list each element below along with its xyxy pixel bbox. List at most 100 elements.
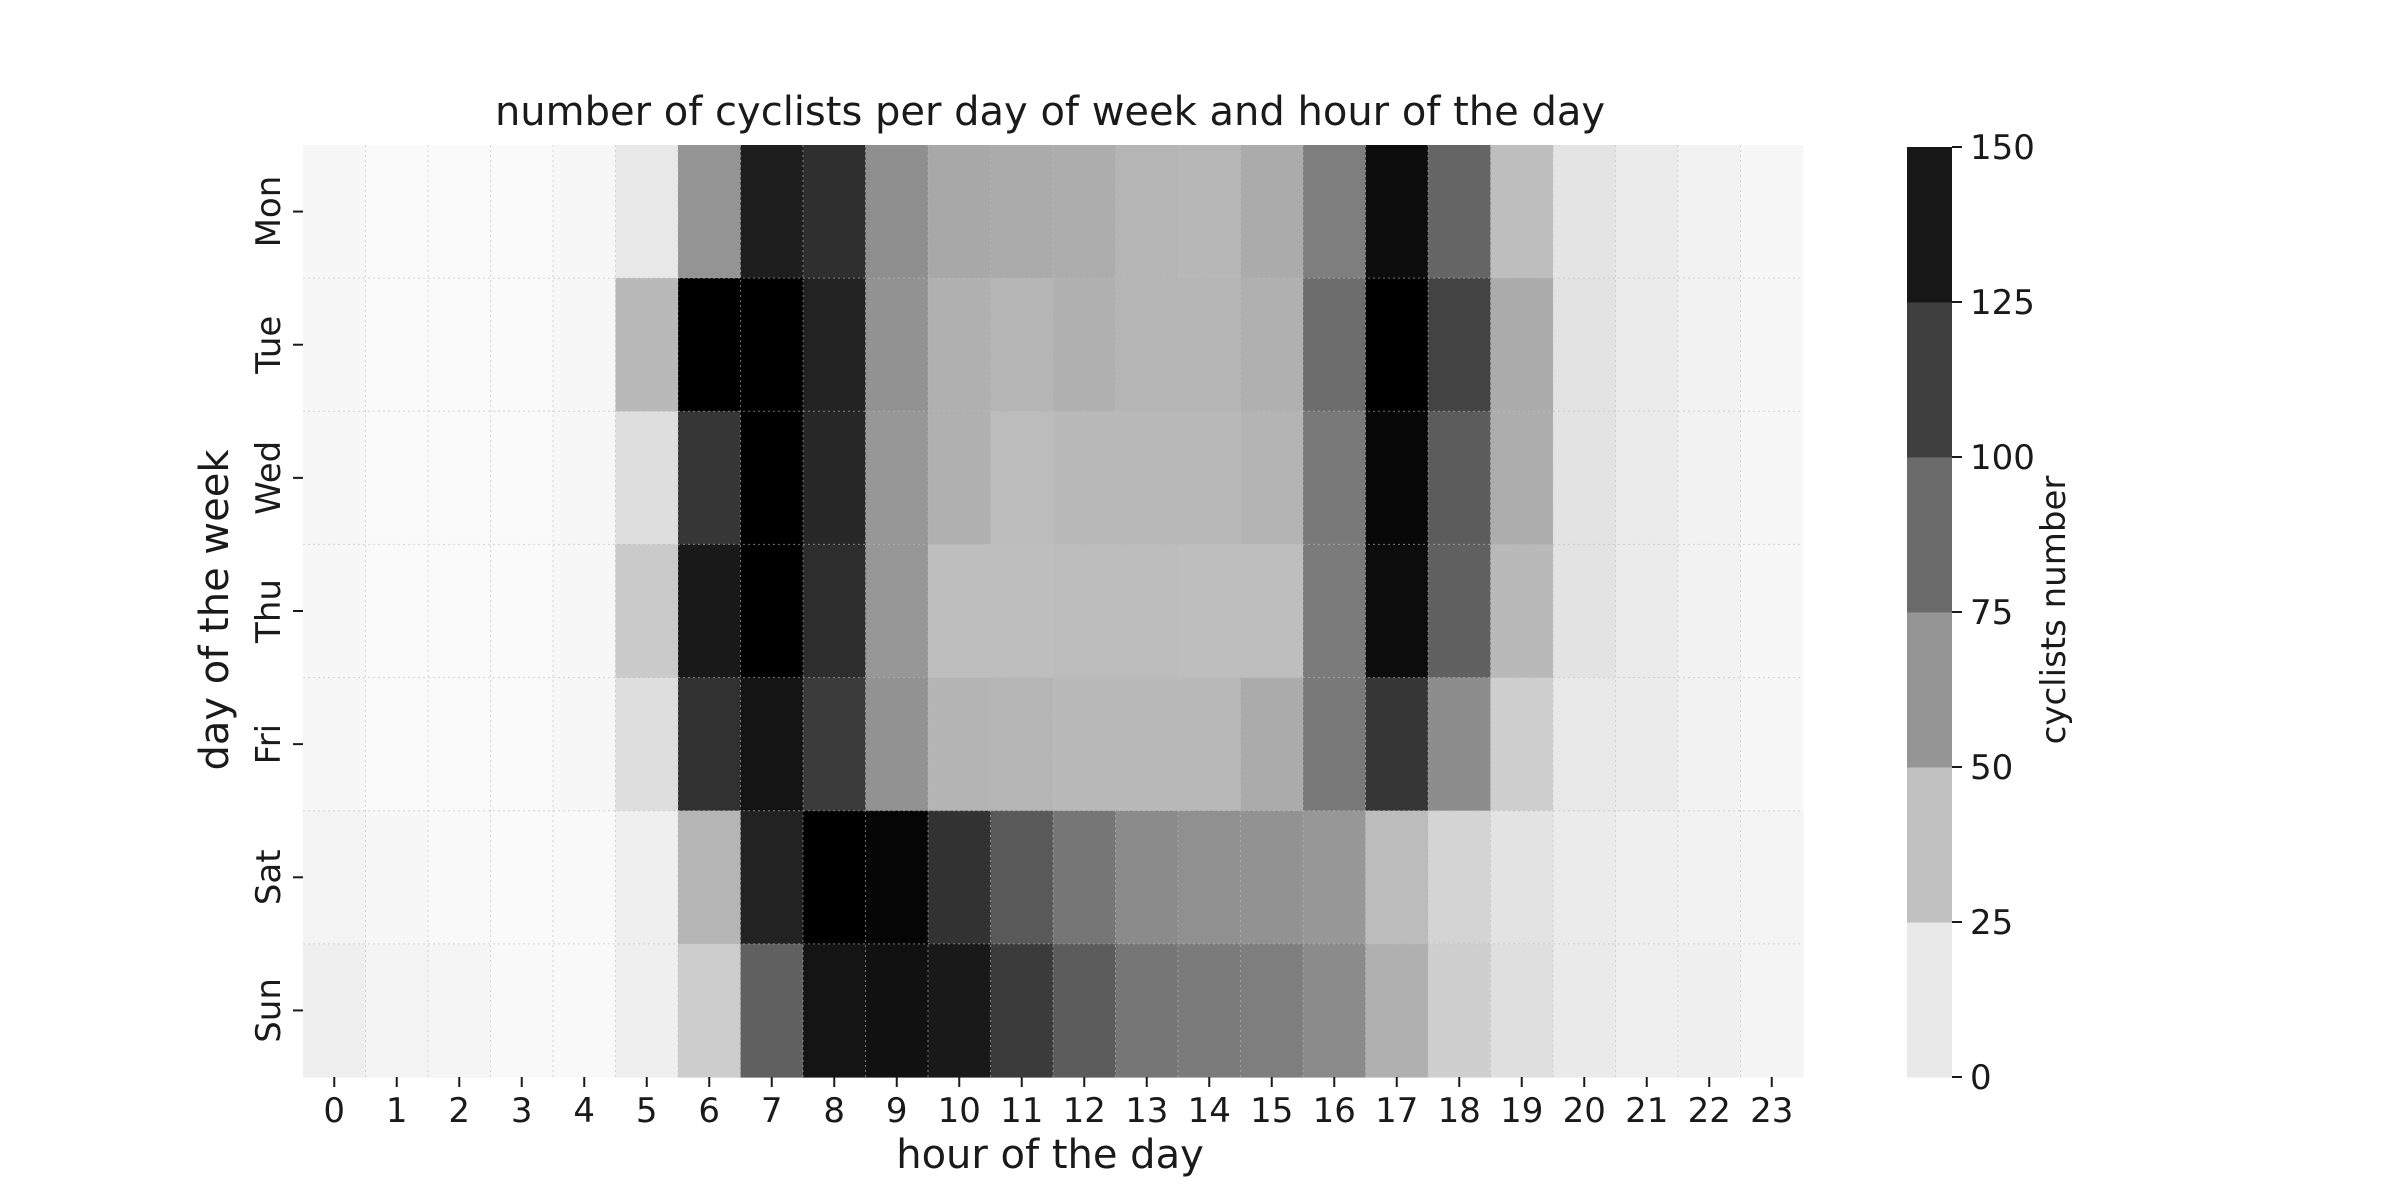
y-axis-label: day of the week xyxy=(192,449,238,771)
heatmap-cell xyxy=(1303,145,1367,279)
heatmap-cell xyxy=(365,677,429,812)
heatmap-cell xyxy=(1678,278,1742,412)
colorbar-segment xyxy=(1907,147,1952,303)
heatmap-cell xyxy=(365,810,429,945)
heatmap-cell xyxy=(1553,677,1617,812)
heatmap-cell xyxy=(990,145,1054,279)
heatmap-cell xyxy=(1365,145,1429,279)
y-tick-label: Sat xyxy=(249,849,289,905)
heatmap-cell xyxy=(740,810,804,945)
colorbar-tick-label: 75 xyxy=(1970,593,2013,633)
heatmap-cell xyxy=(678,411,742,546)
heatmap-cell xyxy=(1115,677,1179,812)
colorbar-tick-label: 100 xyxy=(1970,438,2035,478)
heatmap-cell xyxy=(1053,810,1117,945)
y-tick-label: Thu xyxy=(249,579,289,644)
chart-title: number of cyclists per day of week and h… xyxy=(495,89,1605,135)
heatmap-cell xyxy=(1115,544,1179,679)
heatmap-cell xyxy=(928,411,992,546)
heatmap-cell xyxy=(740,411,804,546)
heatmap-cell xyxy=(365,411,429,546)
heatmap-cell xyxy=(1365,677,1429,812)
heatmap-cell xyxy=(553,943,617,1078)
heatmap-cell xyxy=(1115,278,1179,412)
y-tick-label: Sun xyxy=(249,978,289,1043)
x-tick-label: 4 xyxy=(573,1091,595,1131)
heatmap-cell xyxy=(1240,810,1304,945)
heatmap-cell xyxy=(1490,677,1554,812)
heatmap-cell xyxy=(678,810,742,945)
heatmap-cell xyxy=(1240,677,1304,812)
heatmap-cell xyxy=(803,544,867,679)
heatmap-cell xyxy=(365,943,429,1078)
heatmap-cell xyxy=(1615,544,1679,679)
heatmap-cell xyxy=(1740,278,1804,412)
heatmap-cell xyxy=(1303,677,1367,812)
x-tick-label: 15 xyxy=(1250,1091,1293,1131)
heatmap-cell xyxy=(803,278,867,412)
heatmap-cell xyxy=(490,411,554,546)
heatmap-cell xyxy=(803,810,867,945)
x-tick-label: 0 xyxy=(323,1091,345,1131)
heatmap-cell xyxy=(1740,810,1804,945)
heatmap-cell xyxy=(1740,544,1804,679)
heatmap-cell xyxy=(303,278,367,412)
heatmap-cell xyxy=(1740,145,1804,279)
x-tick-label: 21 xyxy=(1625,1091,1668,1131)
heatmap-cell xyxy=(553,278,617,412)
heatmap-cell xyxy=(1428,943,1492,1078)
heatmap-cell xyxy=(990,943,1054,1078)
heatmap-cell xyxy=(1428,544,1492,679)
heatmap-gridlines xyxy=(303,145,1803,1077)
heatmap-cell xyxy=(1740,943,1804,1078)
heatmap-cell xyxy=(1178,278,1242,412)
heatmap-cell xyxy=(553,810,617,945)
heatmap-cell xyxy=(490,943,554,1078)
heatmap-cell xyxy=(1428,145,1492,279)
x-tick-label: 11 xyxy=(1000,1091,1043,1131)
heatmap-cell xyxy=(1178,411,1242,546)
heatmap-cell xyxy=(865,943,929,1078)
heatmap-cell xyxy=(1490,943,1554,1078)
heatmap-cell xyxy=(740,544,804,679)
x-tick-label: 3 xyxy=(511,1091,533,1131)
heatmap-cell xyxy=(1303,411,1367,546)
x-tick-label: 7 xyxy=(761,1091,783,1131)
x-tick-label: 23 xyxy=(1750,1091,1793,1131)
heatmap-cell xyxy=(553,411,617,546)
x-tick-label: 1 xyxy=(386,1091,408,1131)
heatmap-cell xyxy=(1740,411,1804,546)
heatmap-cell xyxy=(803,411,867,546)
heatmap-cell xyxy=(1490,810,1554,945)
heatmap-cell xyxy=(615,810,679,945)
x-tick-label: 17 xyxy=(1375,1091,1418,1131)
y-tick-label: Tue xyxy=(249,316,289,375)
heatmap-cell xyxy=(615,544,679,679)
heatmap-cell xyxy=(990,810,1054,945)
heatmap-cell xyxy=(428,145,492,279)
heatmap-cell xyxy=(990,544,1054,679)
heatmap-cell xyxy=(303,810,367,945)
heatmap-cell xyxy=(1553,145,1617,279)
colorbar-tick-label: 25 xyxy=(1970,903,2013,943)
x-tick-label: 20 xyxy=(1563,1091,1606,1131)
heatmap-cell xyxy=(490,677,554,812)
heatmap-cell xyxy=(303,145,367,279)
heatmap-cells xyxy=(303,145,1804,1078)
heatmap-cell xyxy=(678,145,742,279)
heatmap-cell xyxy=(490,278,554,412)
heatmap-cell xyxy=(1053,411,1117,546)
y-tick-label: Mon xyxy=(249,176,289,248)
x-tick-label: 2 xyxy=(448,1091,470,1131)
heatmap-cell xyxy=(928,677,992,812)
heatmap-cell xyxy=(1428,278,1492,412)
x-tick-label: 18 xyxy=(1438,1091,1481,1131)
heatmap-cell xyxy=(928,278,992,412)
heatmap-cell xyxy=(1365,943,1429,1078)
heatmap-cell xyxy=(1303,278,1367,412)
heatmap-cell xyxy=(490,145,554,279)
colorbar-tick-label: 150 xyxy=(1970,128,2035,168)
heatmap-cell xyxy=(490,810,554,945)
heatmap-cell xyxy=(990,278,1054,412)
